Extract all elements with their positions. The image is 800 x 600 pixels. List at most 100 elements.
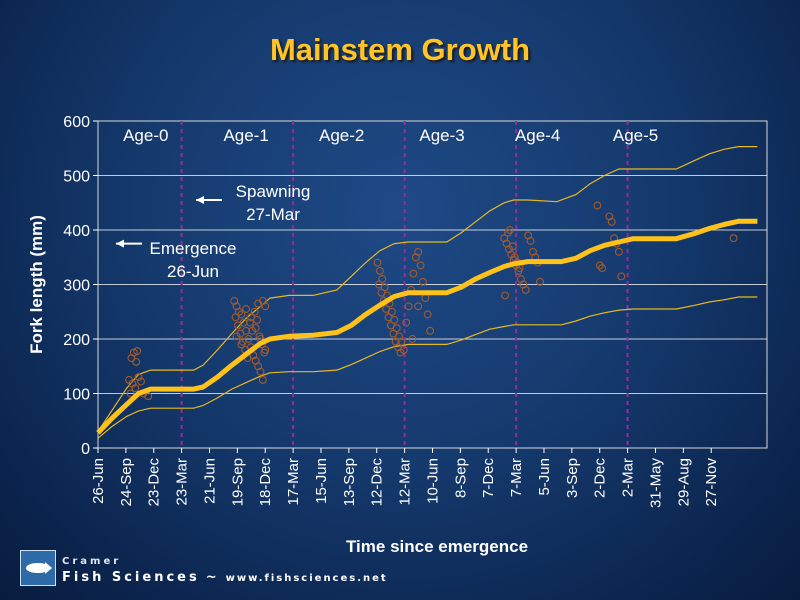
x-tick-label: 7-Mar [508,458,525,497]
x-tick-label: 27-Nov [703,458,720,507]
x-tick-label: 12-Mar [397,458,414,506]
x-tick-label: 23-Dec [146,458,163,507]
observation-point [132,357,141,366]
x-tick-label: 19-Sep [229,458,246,506]
y-tick-label: 0 [81,441,90,458]
x-tick-label: 2-Dec [592,458,609,499]
observation-point [598,264,607,273]
x-tick-label: 7-Dec [480,458,497,499]
observation-point [231,313,240,322]
x-tick-label: 18-Dec [257,458,274,507]
age-label: Age-3 [419,126,464,145]
observation-point [521,285,530,294]
fish-logo-icon [20,550,56,586]
observation-point [234,321,242,330]
x-tick-label: 2-Mar [620,458,637,497]
observation-point [416,261,425,270]
x-tick-label: 26-Jun [90,458,107,504]
observation-point [508,242,517,251]
x-tick-label: 15-Jun [313,458,330,504]
observation-point [131,384,140,393]
page-title: Mainstem Growth [269,32,531,67]
y-tick-label: 400 [63,223,90,240]
observation-point [501,291,510,300]
observation-point [256,367,265,376]
x-tick-label: 13-Sep [341,458,358,506]
observation-point [382,305,391,313]
y-tick-label: 600 [63,114,90,131]
observation-point [232,332,241,341]
observation-point [414,302,423,311]
brand-separator: ~ [205,570,220,585]
observation-point [423,310,432,319]
observation-point [144,392,153,401]
observation-point [729,234,738,243]
x-tick-label: 10-Jun [424,458,441,504]
x-tick-label: 12-Dec [369,458,386,507]
observation-point [408,335,417,343]
y-tick-label: 500 [63,169,90,186]
observation-point [246,313,255,322]
brand-url: www.fishsciences.net [225,573,388,584]
x-tick-label: 3-Sep [564,458,581,498]
observation-point [595,261,604,270]
y-axis-title: Fork length (mm) [27,215,46,354]
observation-point [421,294,430,303]
upper-bound-line [97,146,758,432]
age-label: Age-5 [613,126,658,145]
observation-point [237,340,246,349]
x-axis-title: Time since emergence [346,537,528,556]
observation-point [375,280,383,289]
observation-point [250,307,259,316]
x-tick-label: 29-Aug [675,458,692,506]
emergence-annotation-text: Emergence [150,239,237,258]
observation-point [373,258,382,267]
observation-point [418,277,427,286]
brand-line: Fish Sciences ~ www.fishsciences.net [62,570,388,585]
observation-point [526,236,535,245]
emergence-annotation-text: 26-Jun [167,262,219,281]
age-label: Age-1 [223,126,268,145]
age-label: Age-0 [123,126,168,145]
observation-point [396,348,405,357]
brand-top-text: Cramer [62,556,122,567]
observation-point [258,375,267,384]
plot-area: 0 100 200 300 400 500 600 26-Jun 24-Sep 23-Dec 23-… [27,114,768,556]
x-tick-label: 5-Jun [536,458,553,496]
age-label: Age-4 [515,126,560,145]
x-tick-label: 17-Mar [285,458,302,506]
brand-name: Fish Sciences [62,570,200,585]
x-tick-label: 31-May [647,458,664,509]
age-label: Age-2 [319,126,364,145]
observation-point [426,326,435,335]
observation-point [254,299,263,308]
observation-point [386,321,395,330]
x-tick-label: 24-Sep [118,458,135,506]
x-tick-label: 21-Jun [201,458,218,504]
observation-point [377,288,386,297]
spawning-annotation-text: Spawning [236,182,311,201]
observation-point [607,217,616,226]
observation-point [251,324,260,333]
y-tick-label: 300 [63,278,90,295]
observation-point [242,305,251,313]
observation-point [536,277,544,286]
y-tick-label: 100 [63,387,90,404]
x-tick-label: 8-Sep [452,458,469,498]
observation-point [414,247,423,256]
observation-point [134,373,143,382]
lower-bound-line [97,296,758,439]
mean-growth-line [96,218,758,435]
observation-point [409,269,418,278]
observation-point [137,377,145,386]
emergence-arrowhead [116,239,124,248]
observation-point [593,201,602,210]
spawning-annotation-text: 27-Mar [246,205,300,224]
observation-point [617,272,626,281]
observation-point [389,329,398,338]
observation-point [614,247,623,256]
x-tick-label: 23-Mar [174,458,191,506]
observation-point [261,345,270,354]
y-tick-label: 200 [63,332,90,349]
